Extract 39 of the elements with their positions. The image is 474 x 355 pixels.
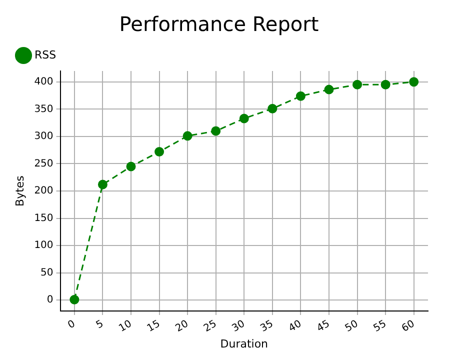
point bbox=[98, 180, 108, 190]
point bbox=[239, 114, 249, 124]
x-tick-label: 5 bbox=[94, 318, 106, 332]
x-tick-label: 55 bbox=[372, 318, 388, 334]
x-tick-label: 20 bbox=[174, 318, 190, 334]
y-tick-label: 50 bbox=[40, 267, 54, 278]
chart-title: Performance Report bbox=[119, 12, 319, 36]
point bbox=[126, 162, 136, 172]
x-tick-label: 50 bbox=[344, 318, 360, 334]
point bbox=[352, 80, 362, 90]
x-tick-label: 30 bbox=[230, 318, 247, 334]
point bbox=[211, 126, 221, 136]
y-tick-label: 200 bbox=[34, 186, 54, 197]
point bbox=[409, 77, 419, 87]
point bbox=[154, 146, 164, 156]
x-tick-label: 40 bbox=[286, 318, 304, 334]
legend-label: RSS bbox=[34, 48, 56, 62]
y-tick-label: 350 bbox=[34, 104, 54, 115]
x-tick-label: 15 bbox=[146, 318, 162, 334]
x-tick-label: 25 bbox=[202, 318, 219, 334]
y-axis-title: Bytes bbox=[13, 175, 26, 206]
y-tick-label: 400 bbox=[34, 76, 54, 88]
point bbox=[380, 80, 390, 90]
x-tick-label: 45 bbox=[315, 318, 332, 334]
x-tick-label: 0 bbox=[66, 318, 78, 332]
point bbox=[296, 91, 306, 101]
y-tick-label: 150 bbox=[34, 212, 54, 224]
y-tick-label: 0 bbox=[46, 294, 54, 306]
x-axis-title: Duration bbox=[220, 337, 268, 350]
point bbox=[324, 84, 334, 94]
x-tick-label: 10 bbox=[117, 318, 134, 334]
y-tick-label: 100 bbox=[34, 240, 54, 252]
y-tick-label: 300 bbox=[34, 131, 54, 142]
point bbox=[268, 104, 278, 114]
y-tick-label: 250 bbox=[34, 158, 54, 170]
point bbox=[70, 294, 80, 304]
x-tick-label: 35 bbox=[258, 318, 276, 334]
point bbox=[182, 131, 192, 141]
x-tick-label: 60 bbox=[400, 318, 417, 334]
